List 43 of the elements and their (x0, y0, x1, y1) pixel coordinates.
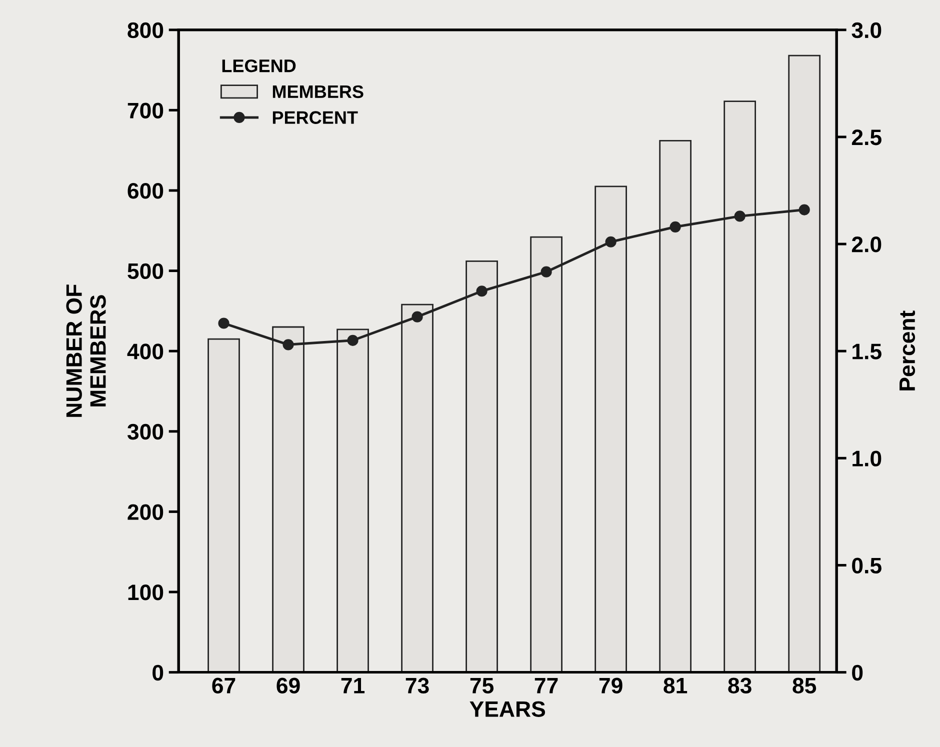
y2-tick-label: 2.5 (852, 129, 882, 146)
legend-label: MEMBERS (272, 85, 364, 98)
point (605, 236, 616, 248)
y-tick-label: 400 (127, 344, 164, 360)
y2-tick-label: 2.0 (852, 236, 882, 252)
y2-tick-label: 1.0 (852, 450, 882, 466)
y2-axis-title: Percent (900, 310, 916, 390)
point (412, 311, 423, 322)
y-tick-label: 800 (128, 22, 164, 38)
point (476, 286, 488, 297)
point (734, 210, 746, 222)
x-tick-label: 83 (728, 678, 752, 694)
x-tick-label: 71 (341, 678, 365, 694)
point (798, 204, 810, 216)
y-tick-label: 600 (128, 183, 164, 199)
y-tick-label: 300 (127, 424, 164, 440)
point (282, 339, 294, 350)
point (218, 318, 230, 329)
y2-tick-label: 3.0 (852, 22, 882, 38)
x-axis-title: YEARS (470, 701, 546, 717)
y-tick-label: 700 (128, 102, 164, 118)
x-tick-label: 81 (664, 678, 688, 694)
y-tick-label: 500 (128, 263, 164, 280)
y2-tick-label: 0 (852, 664, 863, 681)
legend-title: LEGEND (222, 59, 296, 72)
y2-tick-label: 0.5 (852, 558, 882, 574)
legend-label: PERCENT (272, 111, 358, 124)
x-tick-label: 77 (534, 678, 558, 694)
y-tick-label: 200 (128, 504, 164, 520)
x-tick-label: 67 (212, 678, 236, 694)
point (347, 334, 358, 346)
point (670, 221, 681, 232)
x-tick-label: 85 (792, 678, 816, 694)
y-tick-label: 100 (128, 584, 164, 600)
point (540, 266, 552, 278)
x-tick-label: 69 (276, 678, 300, 694)
y2-tick-label: 1.5 (852, 344, 882, 360)
x-tick-label: 79 (599, 678, 622, 694)
y-tick-label: 0 (152, 664, 164, 681)
x-tick-label: 73 (406, 678, 429, 694)
bar (208, 338, 240, 672)
y-axis-title: NUMBER OF MEMBERS (66, 284, 106, 417)
x-tick-label: 75 (470, 678, 494, 694)
